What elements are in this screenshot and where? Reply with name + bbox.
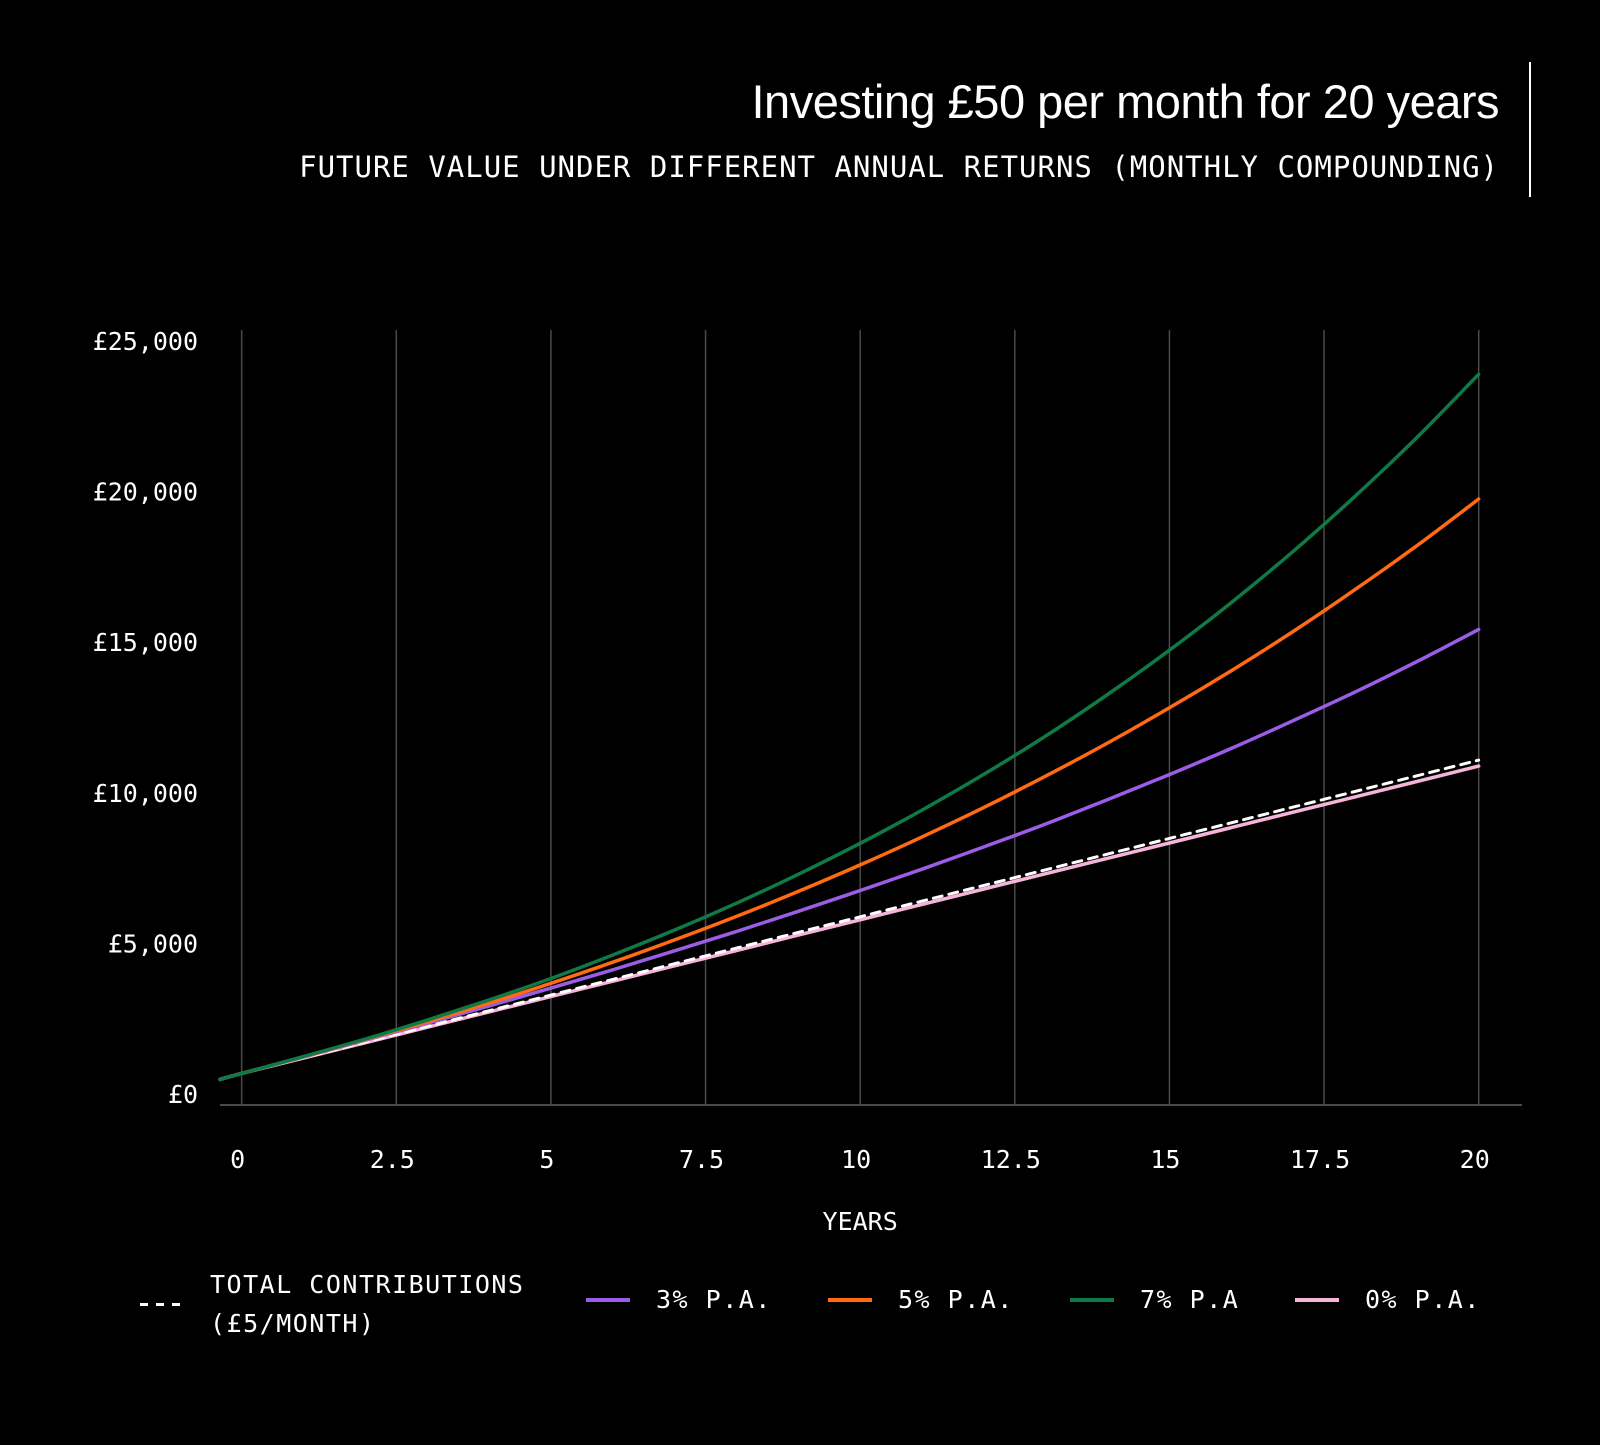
x-tick-label: 2.5 bbox=[370, 1145, 415, 1174]
x-tick-label: 7.5 bbox=[679, 1145, 724, 1174]
y-axis-ticks: £0 £5,000 £10,000 £15,000 £20,000 £25,000 bbox=[93, 327, 198, 1109]
legend-item-total-contributions: TOTAL CONTRIBUTIONS (£5/MONTH) bbox=[140, 1265, 524, 1343]
series-line-contributions bbox=[218, 758, 1481, 1081]
legend: TOTAL CONTRIBUTIONS (£5/MONTH) 3% P.A. 5… bbox=[140, 1265, 1500, 1345]
legend-item-3pa: 3% P.A. bbox=[586, 1280, 772, 1319]
y-tick-label: £25,000 bbox=[93, 327, 198, 356]
y-tick-label: £15,000 bbox=[93, 628, 198, 657]
series-line-r5 bbox=[218, 497, 1481, 1082]
title-divider bbox=[1529, 62, 1531, 197]
legend-swatch-0pa bbox=[1295, 1297, 1339, 1302]
x-tick-label: 12.5 bbox=[981, 1145, 1041, 1174]
x-tick-label: 15 bbox=[1150, 1145, 1180, 1174]
chart-title: Investing £50 per month for 20 years bbox=[751, 75, 1500, 128]
x-tick-label: 5 bbox=[539, 1145, 554, 1174]
x-tick-label: 10 bbox=[841, 1145, 871, 1174]
legend-label: 3% P.A. bbox=[656, 1285, 772, 1314]
legend-swatch-contributions bbox=[140, 1302, 184, 1306]
legend-swatch-5pa bbox=[828, 1297, 872, 1302]
series-lines bbox=[218, 372, 1481, 1082]
x-axis-ticks: 0 2.5 5 7.5 10 12.5 15 17.5 20 bbox=[230, 1145, 1490, 1174]
y-tick-label: £5,000 bbox=[108, 929, 198, 958]
x-axis-label: YEARS bbox=[823, 1207, 898, 1236]
legend-swatch-3pa bbox=[586, 1297, 630, 1302]
legend-label: TOTAL CONTRIBUTIONS (£5/MONTH) bbox=[210, 1270, 525, 1338]
legend-item-5pa: 5% P.A. bbox=[828, 1280, 1014, 1319]
y-tick-label: £0 bbox=[168, 1080, 198, 1109]
series-line-r3 bbox=[218, 627, 1481, 1082]
legend-item-7pa: 7% P.A bbox=[1070, 1280, 1239, 1319]
grid-lines bbox=[240, 330, 1480, 1105]
legend-label: 5% P.A. bbox=[898, 1285, 1014, 1314]
legend-item-0pa: 0% P.A. bbox=[1295, 1280, 1481, 1319]
y-tick-label: £10,000 bbox=[93, 779, 198, 808]
line-chart: £0 £5,000 £10,000 £15,000 £20,000 £25,000 0 2.… bbox=[93, 327, 1522, 1236]
x-tick-label: 0 bbox=[230, 1145, 245, 1174]
series-line-r7 bbox=[218, 372, 1481, 1082]
legend-swatch-7pa bbox=[1070, 1297, 1114, 1302]
x-tick-label: 17.5 bbox=[1290, 1145, 1350, 1174]
x-tick-label: 20 bbox=[1460, 1145, 1490, 1174]
y-tick-label: £20,000 bbox=[93, 478, 198, 507]
legend-label: 0% P.A. bbox=[1365, 1285, 1481, 1314]
chart-subtitle: FUTURE VALUE UNDER DIFFERENT ANNUAL RETU… bbox=[299, 150, 1499, 184]
legend-label: 7% P.A bbox=[1140, 1285, 1240, 1314]
